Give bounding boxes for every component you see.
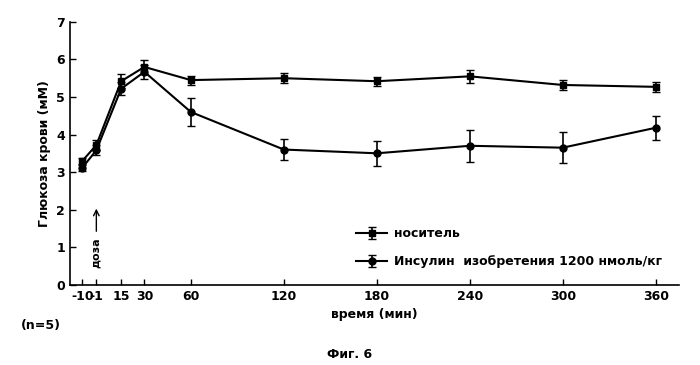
Legend: носитель, Инсулин  изобретения 1200 нмоль/кг: носитель, Инсулин изобретения 1200 нмоль… [351,222,666,273]
Text: (n=5): (n=5) [21,319,61,331]
Y-axis label: Глюкоза крови (мМ): Глюкоза крови (мМ) [38,80,51,227]
X-axis label: время (мин): время (мин) [331,308,418,321]
Text: Фиг. 6: Фиг. 6 [328,348,372,361]
Text: доза: доза [91,238,101,268]
